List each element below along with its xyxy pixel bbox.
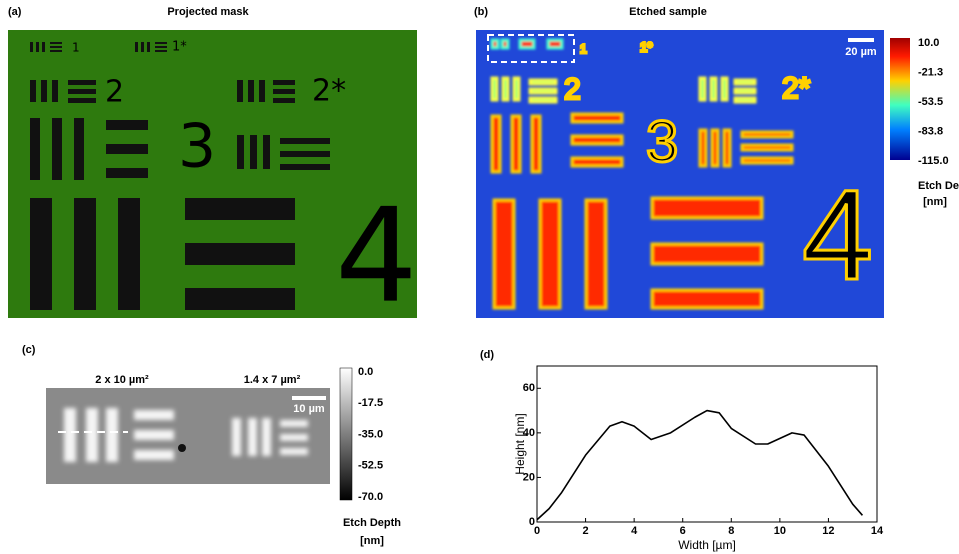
- x-tick-label: 14: [871, 525, 884, 537]
- scale-bar-label: 10 µm: [293, 403, 325, 415]
- panel-label: (d): [480, 349, 494, 361]
- panel-title: Projected mask: [167, 6, 249, 18]
- etched-digit: 2*: [782, 72, 811, 105]
- figure: (a) Projected mask 1 1* 2 2* 3 4 (b) Etc…: [0, 0, 959, 554]
- x-tick-label: 12: [822, 525, 834, 537]
- x-tick-label: 4: [631, 525, 638, 537]
- colorbar-tick-label: -70.0: [358, 491, 383, 503]
- colorbar-title: Etch Depth: [343, 517, 401, 529]
- etched-image: 1 1* 2 2* 3 4: [476, 30, 884, 318]
- plot-frame: [537, 366, 877, 522]
- etched-digit: 1: [580, 42, 587, 56]
- colorbar-tick-label: -35.0: [358, 428, 383, 440]
- panel-label: (b): [474, 6, 488, 18]
- x-tick-label: 6: [680, 525, 686, 537]
- x-tick-label: 8: [728, 525, 734, 537]
- colorbar-tick-label: -83.8: [918, 125, 943, 137]
- mask-digit: 4: [335, 180, 418, 332]
- mask-digit: 3: [178, 112, 216, 182]
- colorbar-tick-label: -53.5: [918, 96, 943, 108]
- panel-label: (c): [22, 344, 36, 356]
- y-tick-label: 0: [529, 516, 535, 528]
- mask-digit: 1*: [172, 40, 187, 55]
- mask-digit: 2: [105, 75, 124, 110]
- y-axis-label: Height [nm]: [513, 413, 527, 474]
- colorbar-tick-label: -17.5: [358, 397, 383, 409]
- x-axis-label: Width [µm]: [678, 538, 736, 552]
- colorbar: [340, 368, 352, 500]
- colorbar-ticks: 10.0 -21.3 -53.5 -83.8 -115.0: [918, 37, 949, 167]
- panel-title: Etched sample: [629, 6, 707, 18]
- x-tick-label: 2: [583, 525, 589, 537]
- etched-digit: 3: [646, 109, 678, 174]
- colorbar-ticks: 0.0 -17.5 -35.0 -52.5 -70.0: [358, 366, 383, 503]
- colorbar-tick-label: -21.3: [918, 66, 943, 78]
- colorbar-tick-label: 0.0: [358, 366, 373, 378]
- mask-digit: 2*: [312, 74, 346, 109]
- colorbar-unit: [nm]: [923, 196, 947, 208]
- etched-digit: 1*: [640, 39, 652, 54]
- annotation: 1.4 x 7 µm²: [244, 374, 301, 386]
- colorbar-title: Etch Depth: [918, 180, 959, 192]
- colorbar-tick-label: -115.0: [918, 155, 949, 167]
- panel-label: (a): [8, 6, 22, 18]
- scale-bar-label: 20 µm: [845, 46, 877, 58]
- mask-digit: 1: [72, 41, 80, 55]
- colorbar: [890, 38, 910, 160]
- x-tick-label: 10: [774, 525, 786, 537]
- etched-digit: 2: [564, 73, 581, 106]
- afm-image: [46, 388, 330, 484]
- mask-image: 1 1* 2 2* 3 4: [8, 30, 418, 332]
- colorbar-tick-label: 10.0: [918, 37, 939, 49]
- etched-digit: 4: [802, 164, 873, 307]
- colorbar-unit: [nm]: [360, 535, 384, 547]
- annotation: 2 x 10 µm²: [95, 374, 149, 386]
- y-tick-label: 60: [523, 382, 535, 394]
- colorbar-tick-label: -52.5: [358, 460, 383, 472]
- line-series: [537, 411, 862, 520]
